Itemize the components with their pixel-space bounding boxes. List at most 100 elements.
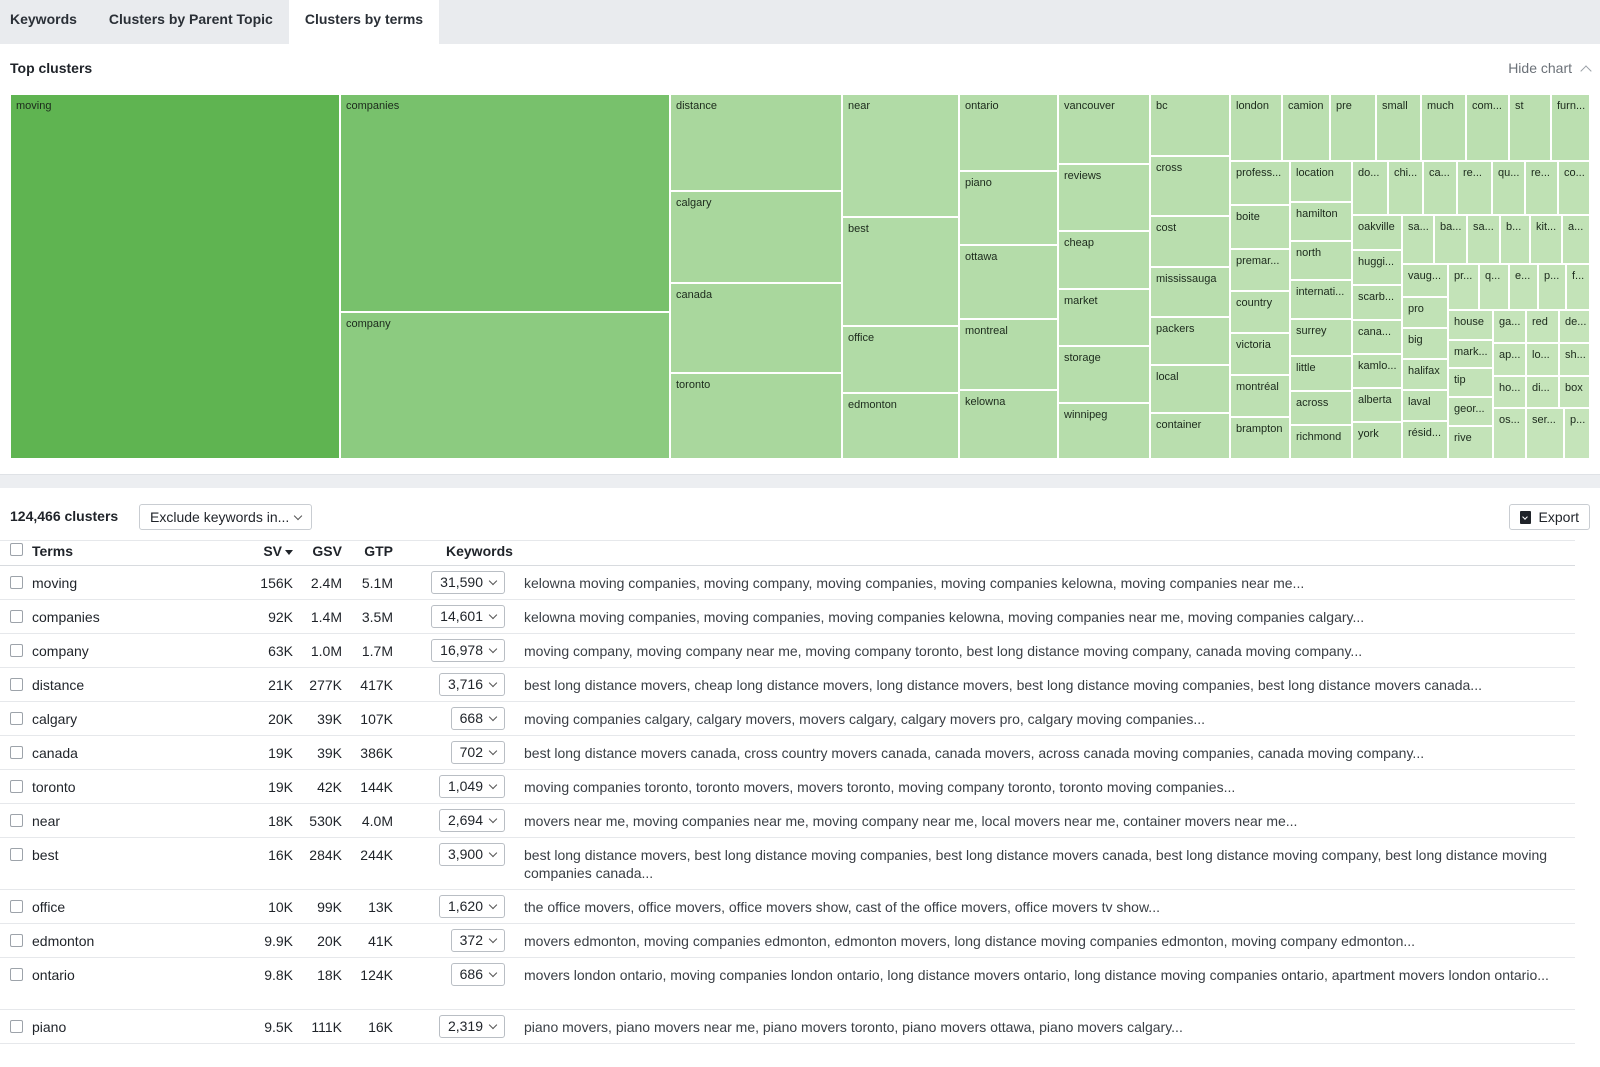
keywords-count-dropdown[interactable]: 372 — [450, 929, 505, 952]
keywords-count-dropdown[interactable]: 668 — [450, 707, 505, 730]
treemap-cell[interactable]: montréal — [1230, 375, 1290, 417]
treemap-cell[interactable]: montreal — [959, 319, 1058, 390]
treemap-cell[interactable]: cost — [1150, 216, 1230, 267]
treemap-cell[interactable]: packers — [1150, 317, 1230, 365]
row-checkbox[interactable] — [10, 746, 23, 759]
treemap-cell[interactable]: small — [1376, 94, 1421, 161]
keywords-count-dropdown[interactable]: 2,319 — [438, 1015, 505, 1038]
treemap-cell[interactable]: qu... — [1492, 161, 1525, 215]
treemap-cell[interactable]: p... — [1538, 264, 1566, 310]
treemap-cell[interactable]: companies — [340, 94, 670, 312]
treemap-cell[interactable]: location — [1290, 161, 1352, 202]
treemap-cell[interactable]: re... — [1457, 161, 1492, 215]
treemap-cell[interactable]: pre — [1330, 94, 1376, 161]
treemap-cell[interactable]: rive — [1448, 426, 1493, 459]
treemap-cell[interactable]: scarb... — [1352, 285, 1402, 320]
treemap-cell[interactable]: kamlo... — [1352, 354, 1402, 388]
treemap-cell[interactable]: brampton — [1230, 417, 1290, 459]
treemap-cell[interactable]: ser... — [1526, 408, 1564, 459]
row-checkbox[interactable] — [10, 644, 23, 657]
row-checkbox[interactable] — [10, 848, 23, 861]
treemap-cell[interactable]: q... — [1479, 264, 1509, 310]
keywords-count-dropdown[interactable]: 3,900 — [438, 843, 505, 866]
treemap-cell[interactable]: bc — [1150, 94, 1230, 156]
keywords-count-dropdown[interactable]: 16,978 — [431, 639, 505, 662]
treemap-cell[interactable]: b... — [1500, 215, 1530, 264]
gtp-column-header[interactable]: GTP — [364, 543, 393, 559]
treemap-cell[interactable]: oakville — [1352, 215, 1402, 250]
keywords-count-dropdown[interactable]: 1,620 — [438, 895, 505, 918]
treemap-cell[interactable]: résid... — [1402, 421, 1448, 459]
row-checkbox[interactable] — [10, 678, 23, 691]
treemap-cell[interactable]: ap... — [1493, 343, 1526, 376]
treemap-cell[interactable]: london — [1230, 94, 1282, 161]
treemap-cell[interactable]: laval — [1402, 390, 1448, 421]
treemap-cell[interactable]: big — [1402, 328, 1448, 359]
treemap-cell[interactable]: tip — [1448, 368, 1493, 397]
treemap-cell[interactable]: cheap — [1058, 231, 1150, 289]
treemap-cell[interactable]: boite — [1230, 205, 1290, 249]
row-checkbox[interactable] — [10, 780, 23, 793]
row-checkbox[interactable] — [10, 814, 23, 827]
treemap-cell[interactable]: p... — [1564, 408, 1590, 459]
treemap-cell[interactable]: best — [842, 217, 959, 326]
row-checkbox[interactable] — [10, 900, 23, 913]
treemap-cell[interactable]: red — [1526, 310, 1559, 343]
treemap-cell[interactable]: victoria — [1230, 333, 1290, 375]
treemap-cell[interactable]: camion — [1282, 94, 1330, 161]
keywords-count-dropdown[interactable]: 1,049 — [438, 775, 505, 798]
tab-clusters-by-parent-topic[interactable]: Clusters by Parent Topic — [108, 11, 273, 27]
treemap-cell[interactable]: ba... — [1434, 215, 1467, 264]
treemap-cell[interactable]: vaug... — [1402, 264, 1448, 297]
treemap-cell[interactable]: little — [1290, 356, 1352, 391]
row-checkbox[interactable] — [10, 712, 23, 725]
treemap-cell[interactable]: calgary — [670, 191, 842, 283]
treemap-cell[interactable]: halifax — [1402, 359, 1448, 390]
treemap-cell[interactable]: storage — [1058, 346, 1150, 403]
treemap-cell[interactable]: profess... — [1230, 161, 1290, 205]
treemap-cell[interactable]: market — [1058, 289, 1150, 346]
treemap-cell[interactable]: alberta — [1352, 388, 1402, 422]
treemap-cell[interactable]: local — [1150, 365, 1230, 413]
treemap-cell[interactable]: ottawa — [959, 245, 1058, 319]
gsv-column-header[interactable]: GSV — [312, 543, 342, 559]
export-button[interactable]: Export — [1508, 504, 1590, 530]
exclude-keywords-dropdown[interactable]: Exclude keywords in... — [139, 504, 313, 530]
treemap-cell[interactable]: do... — [1352, 161, 1388, 215]
treemap-cell[interactable]: e... — [1509, 264, 1538, 310]
treemap-cell[interactable]: canada — [670, 283, 842, 373]
treemap-cell[interactable]: ho... — [1493, 376, 1526, 408]
tab-keywords[interactable]: Keywords — [10, 11, 77, 27]
row-checkbox[interactable] — [10, 934, 23, 947]
treemap-cell[interactable]: winnipeg — [1058, 403, 1150, 459]
treemap-cell[interactable]: moving — [10, 94, 340, 459]
treemap-cell[interactable]: mark... — [1448, 340, 1493, 368]
row-checkbox[interactable] — [10, 610, 23, 623]
keywords-count-dropdown[interactable]: 2,694 — [438, 809, 505, 832]
treemap-cell[interactable]: di... — [1526, 376, 1559, 408]
treemap-cell[interactable]: north — [1290, 241, 1352, 280]
treemap-cell[interactable]: a... — [1562, 215, 1590, 264]
treemap-cell[interactable]: york — [1352, 422, 1402, 459]
treemap-cell[interactable]: box — [1559, 376, 1590, 408]
treemap-cell[interactable]: house — [1448, 310, 1493, 340]
treemap-cell[interactable]: kelowna — [959, 390, 1058, 459]
treemap-cell[interactable]: ca... — [1423, 161, 1457, 215]
treemap-cell[interactable]: pro — [1402, 297, 1448, 328]
treemap-cell[interactable]: sa... — [1467, 215, 1500, 264]
treemap-cell[interactable]: richmond — [1290, 425, 1352, 459]
keywords-count-dropdown[interactable]: 31,590 — [431, 571, 505, 594]
terms-column-header[interactable]: Terms — [32, 543, 73, 559]
treemap-cell[interactable]: geor... — [1448, 397, 1493, 426]
treemap-cell[interactable]: edmonton — [842, 393, 959, 459]
keywords-count-dropdown[interactable]: 686 — [450, 963, 505, 986]
treemap-cell[interactable]: office — [842, 326, 959, 393]
keywords-count-dropdown[interactable]: 14,601 — [431, 605, 505, 628]
keywords-count-dropdown[interactable]: 3,716 — [438, 673, 505, 696]
treemap-cell[interactable]: cross — [1150, 156, 1230, 216]
treemap-cell[interactable]: ontario — [959, 94, 1058, 171]
treemap-cell[interactable]: co... — [1558, 161, 1590, 215]
treemap-cell[interactable]: across — [1290, 391, 1352, 425]
keywords-count-dropdown[interactable]: 702 — [450, 741, 505, 764]
treemap-cell[interactable]: f... — [1566, 264, 1590, 310]
